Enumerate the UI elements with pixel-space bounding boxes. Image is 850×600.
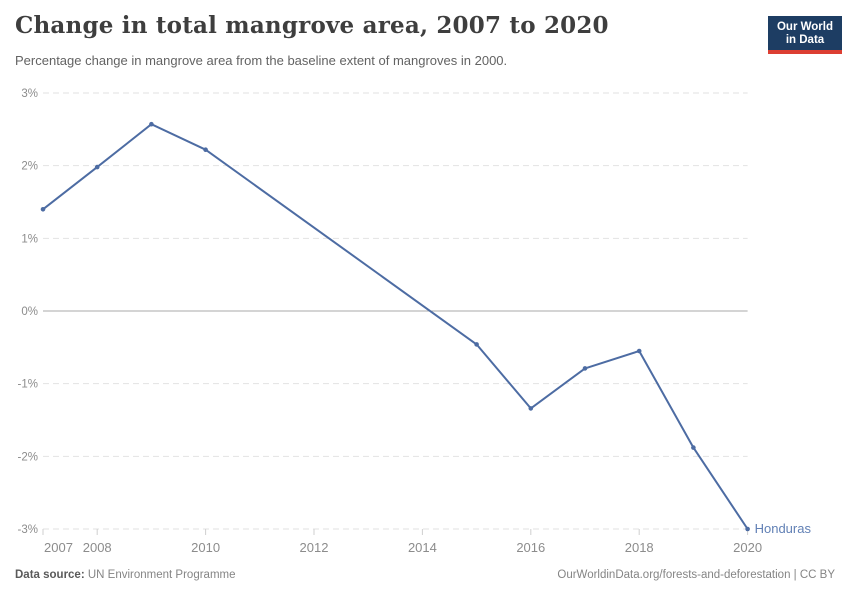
- data-point-marker: [94, 164, 100, 170]
- data-point-marker: [636, 348, 642, 354]
- data-point-marker: [745, 526, 750, 532]
- data-point-marker: [203, 147, 208, 152]
- credit-link[interactable]: OurWorldinData.org/forests-and-deforesta…: [557, 569, 835, 581]
- data-point-marker: [582, 366, 588, 371]
- x-axis-label: 2010: [191, 540, 220, 555]
- owid-logo-line2: in Data: [785, 34, 825, 46]
- series-end-label[interactable]: Honduras: [755, 521, 812, 536]
- y-axis-label: 2%: [21, 161, 38, 173]
- x-axis-label: 2012: [300, 540, 329, 555]
- series-line: [42, 123, 749, 530]
- data-point-marker: [40, 207, 46, 212]
- owid-logo[interactable]: Our World in Data: [768, 16, 842, 54]
- y-axis-label: 3%: [21, 88, 38, 100]
- x-axis-label: 2007: [44, 540, 73, 555]
- y-axis-label: 0%: [21, 306, 38, 318]
- y-axis-label: -3%: [18, 524, 38, 536]
- x-axis-label: 2016: [516, 540, 545, 555]
- chart-subtitle: Percentage change in mangrove area from …: [15, 53, 508, 68]
- y-axis-label: -2%: [18, 451, 38, 463]
- y-axis-label: 1%: [21, 233, 38, 245]
- x-axis-label: 2014: [408, 540, 437, 555]
- data-source-note: Data source: UN Environment Programme: [15, 569, 236, 581]
- x-axis-label: 2018: [625, 540, 654, 555]
- owid-logo-line1: Our World: [776, 21, 833, 33]
- data-point-marker: [149, 121, 154, 127]
- data-point-marker: [691, 445, 696, 450]
- data-source-value: UN Environment Programme: [87, 569, 236, 581]
- chart-title: Change in total mangrove area, 2007 to 2…: [15, 12, 609, 39]
- y-axis-label: -1%: [18, 379, 38, 391]
- data-source-label: Data source:: [15, 569, 85, 581]
- data-point-marker: [528, 406, 534, 411]
- data-point-marker: [474, 342, 479, 347]
- x-axis-label: 2020: [733, 540, 762, 555]
- x-axis-label: 2008: [83, 540, 112, 555]
